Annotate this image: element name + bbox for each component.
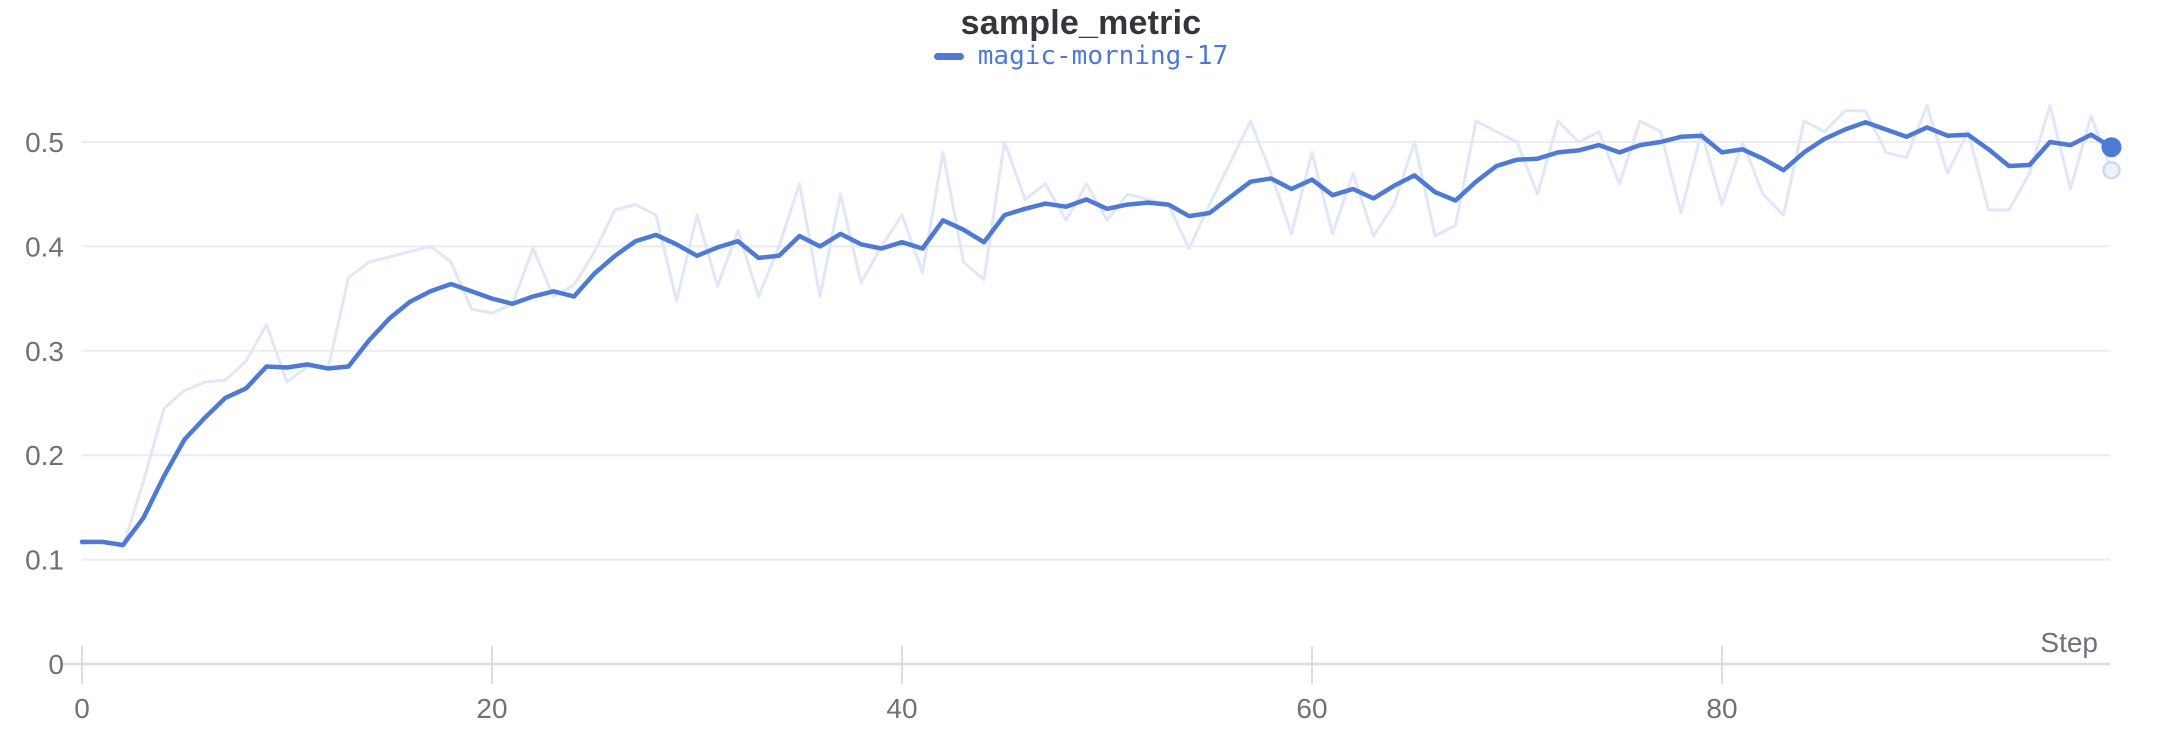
- y-tick-label: 0.2: [25, 440, 64, 471]
- y-tick-label: 0.3: [25, 336, 64, 367]
- x-axis-title: Step: [2040, 627, 2098, 658]
- y-tick-label: 0.4: [25, 231, 64, 262]
- x-tick-label: 40: [886, 693, 917, 724]
- x-tick-label: 20: [476, 693, 507, 724]
- legend-run-name[interactable]: magic-morning-17: [977, 41, 1229, 71]
- x-tick-label: 0: [74, 693, 90, 724]
- raw-endpoint-dot: [2102, 160, 2121, 180]
- chart-title: sample_metric: [960, 4, 1202, 42]
- raw-series-line: [80, 104, 2113, 549]
- y-tick-label: 0.1: [25, 545, 64, 576]
- legend-line-swatch-icon: [933, 52, 964, 60]
- smoothed-endpoint-dot: [2101, 137, 2122, 158]
- smoothed-series-line: [79, 119, 2114, 548]
- x-tick-label: 80: [1706, 693, 1737, 724]
- chart-legend[interactable]: magic-morning-17: [0, 42, 2162, 71]
- y-tick-label: 0: [48, 649, 64, 680]
- x-tick-label: 60: [1296, 693, 1327, 724]
- y-tick-label: 0.5: [25, 127, 64, 158]
